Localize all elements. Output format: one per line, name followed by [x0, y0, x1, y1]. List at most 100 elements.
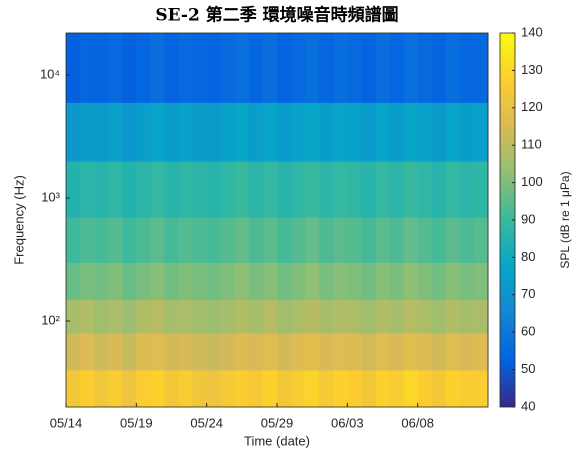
heatmap-cell [333, 369, 348, 408]
heatmap-cell [375, 33, 391, 103]
heatmap-cell [94, 33, 109, 103]
heatmap-cell [389, 369, 405, 408]
heatmap-cell [305, 369, 320, 408]
heatmap-cell [206, 161, 222, 218]
heatmap-cell [445, 161, 461, 218]
heatmap-cell [234, 369, 250, 408]
heatmap-cell [431, 299, 447, 334]
chart-title: SE-2 第二季 環境噪音時頻譜圖 [155, 5, 398, 26]
heatmap-cell [319, 217, 334, 263]
heatmap-cell [445, 299, 461, 334]
heatmap-cell [305, 299, 320, 334]
heatmap-cell [417, 369, 433, 408]
heatmap-cell [262, 369, 278, 408]
colorbar-tick-label: 80 [521, 249, 535, 264]
heatmap-cell [248, 33, 264, 103]
heatmap-cell [403, 102, 419, 162]
heatmap-cell [361, 161, 376, 218]
heatmap-cell [389, 299, 405, 334]
heatmap-cell [108, 369, 123, 408]
heatmap-cell [206, 262, 222, 300]
heatmap-cell [66, 369, 81, 408]
heatmap-cell [473, 33, 489, 103]
heatmap-cell [66, 102, 81, 162]
heatmap-cell [347, 102, 362, 162]
heatmap-cell [136, 102, 151, 162]
heatmap-cell [150, 102, 165, 162]
heatmap-cell [94, 161, 109, 218]
heatmap-cell [277, 332, 292, 371]
heatmap-cell [192, 33, 208, 103]
heatmap-cell [361, 369, 376, 408]
heatmap-cell [431, 161, 447, 218]
x-tick-label: 05/29 [261, 415, 294, 430]
heatmap-cell [220, 332, 236, 371]
heatmap-cell [445, 217, 461, 263]
heatmap-cell [361, 102, 376, 162]
heatmap-cell [361, 33, 376, 103]
heatmap-cell [94, 262, 109, 300]
heatmap-cell [248, 161, 264, 218]
heatmap-cell [94, 102, 109, 162]
heatmap-cell [108, 262, 123, 300]
heatmap-cell [150, 161, 165, 218]
heatmap-cell [150, 369, 165, 408]
heatmap-cell [333, 161, 348, 218]
y-tick-label: 10⁴ [40, 67, 60, 82]
heatmap-cell [319, 161, 334, 218]
heatmap-cell [291, 332, 306, 371]
heatmap-cell [164, 299, 180, 334]
heatmap-cell [347, 299, 362, 334]
heatmap-cell [361, 299, 376, 334]
heatmap-cell [220, 161, 236, 218]
heatmap-cell [178, 299, 194, 334]
heatmap-cell [122, 262, 137, 300]
heatmap-cell [94, 299, 109, 334]
heatmap-cell [375, 217, 391, 263]
heatmap-cell [66, 33, 81, 103]
colorbar-tick-label: 60 [521, 324, 535, 339]
heatmap-cell [431, 102, 447, 162]
heatmap-cell [347, 33, 362, 103]
x-tick-label: 05/14 [50, 415, 83, 430]
heatmap-cell [277, 262, 292, 300]
heatmap-cell [164, 369, 180, 408]
heatmap-cell [277, 102, 292, 162]
heatmap-cell [122, 217, 137, 263]
heatmap-cell [361, 332, 376, 371]
colorbar-label: SPL (dB re 1 μPa) [558, 171, 572, 268]
heatmap-cell [136, 369, 151, 408]
heatmap-cell [248, 299, 264, 334]
heatmap-cell [108, 217, 123, 263]
heatmap-cell [80, 332, 95, 371]
heatmap-cell [94, 332, 109, 371]
heatmap-cell [178, 332, 194, 371]
heatmap-cell [459, 299, 475, 334]
heatmap-cell [403, 262, 419, 300]
heatmap-cell [417, 33, 433, 103]
heatmap-cell [375, 332, 391, 371]
heatmap-cell [192, 102, 208, 162]
heatmap-cell [305, 332, 320, 371]
heatmap-cell [473, 299, 489, 334]
heatmap-cell [417, 161, 433, 218]
heatmap-cell [319, 262, 334, 300]
heatmap-cell [220, 299, 236, 334]
heatmap-cell [192, 217, 208, 263]
colorbar-tick-label: 130 [521, 62, 543, 77]
heatmap-cell [206, 369, 222, 408]
heatmap-cell [80, 262, 95, 300]
heatmap-cell [164, 102, 180, 162]
heatmap-cell [80, 102, 95, 162]
heatmap-cell [192, 332, 208, 371]
colorbar-tick-label: 40 [521, 398, 535, 413]
heatmap-cell [445, 102, 461, 162]
x-tick-label: 06/03 [331, 415, 364, 430]
heatmap-cell [347, 262, 362, 300]
heatmap-cell [459, 217, 475, 263]
heatmap-cell [108, 299, 123, 334]
heatmap-cell [305, 33, 320, 103]
heatmap-cell [277, 161, 292, 218]
heatmap-cell [150, 262, 165, 300]
heatmap-cell [403, 299, 419, 334]
